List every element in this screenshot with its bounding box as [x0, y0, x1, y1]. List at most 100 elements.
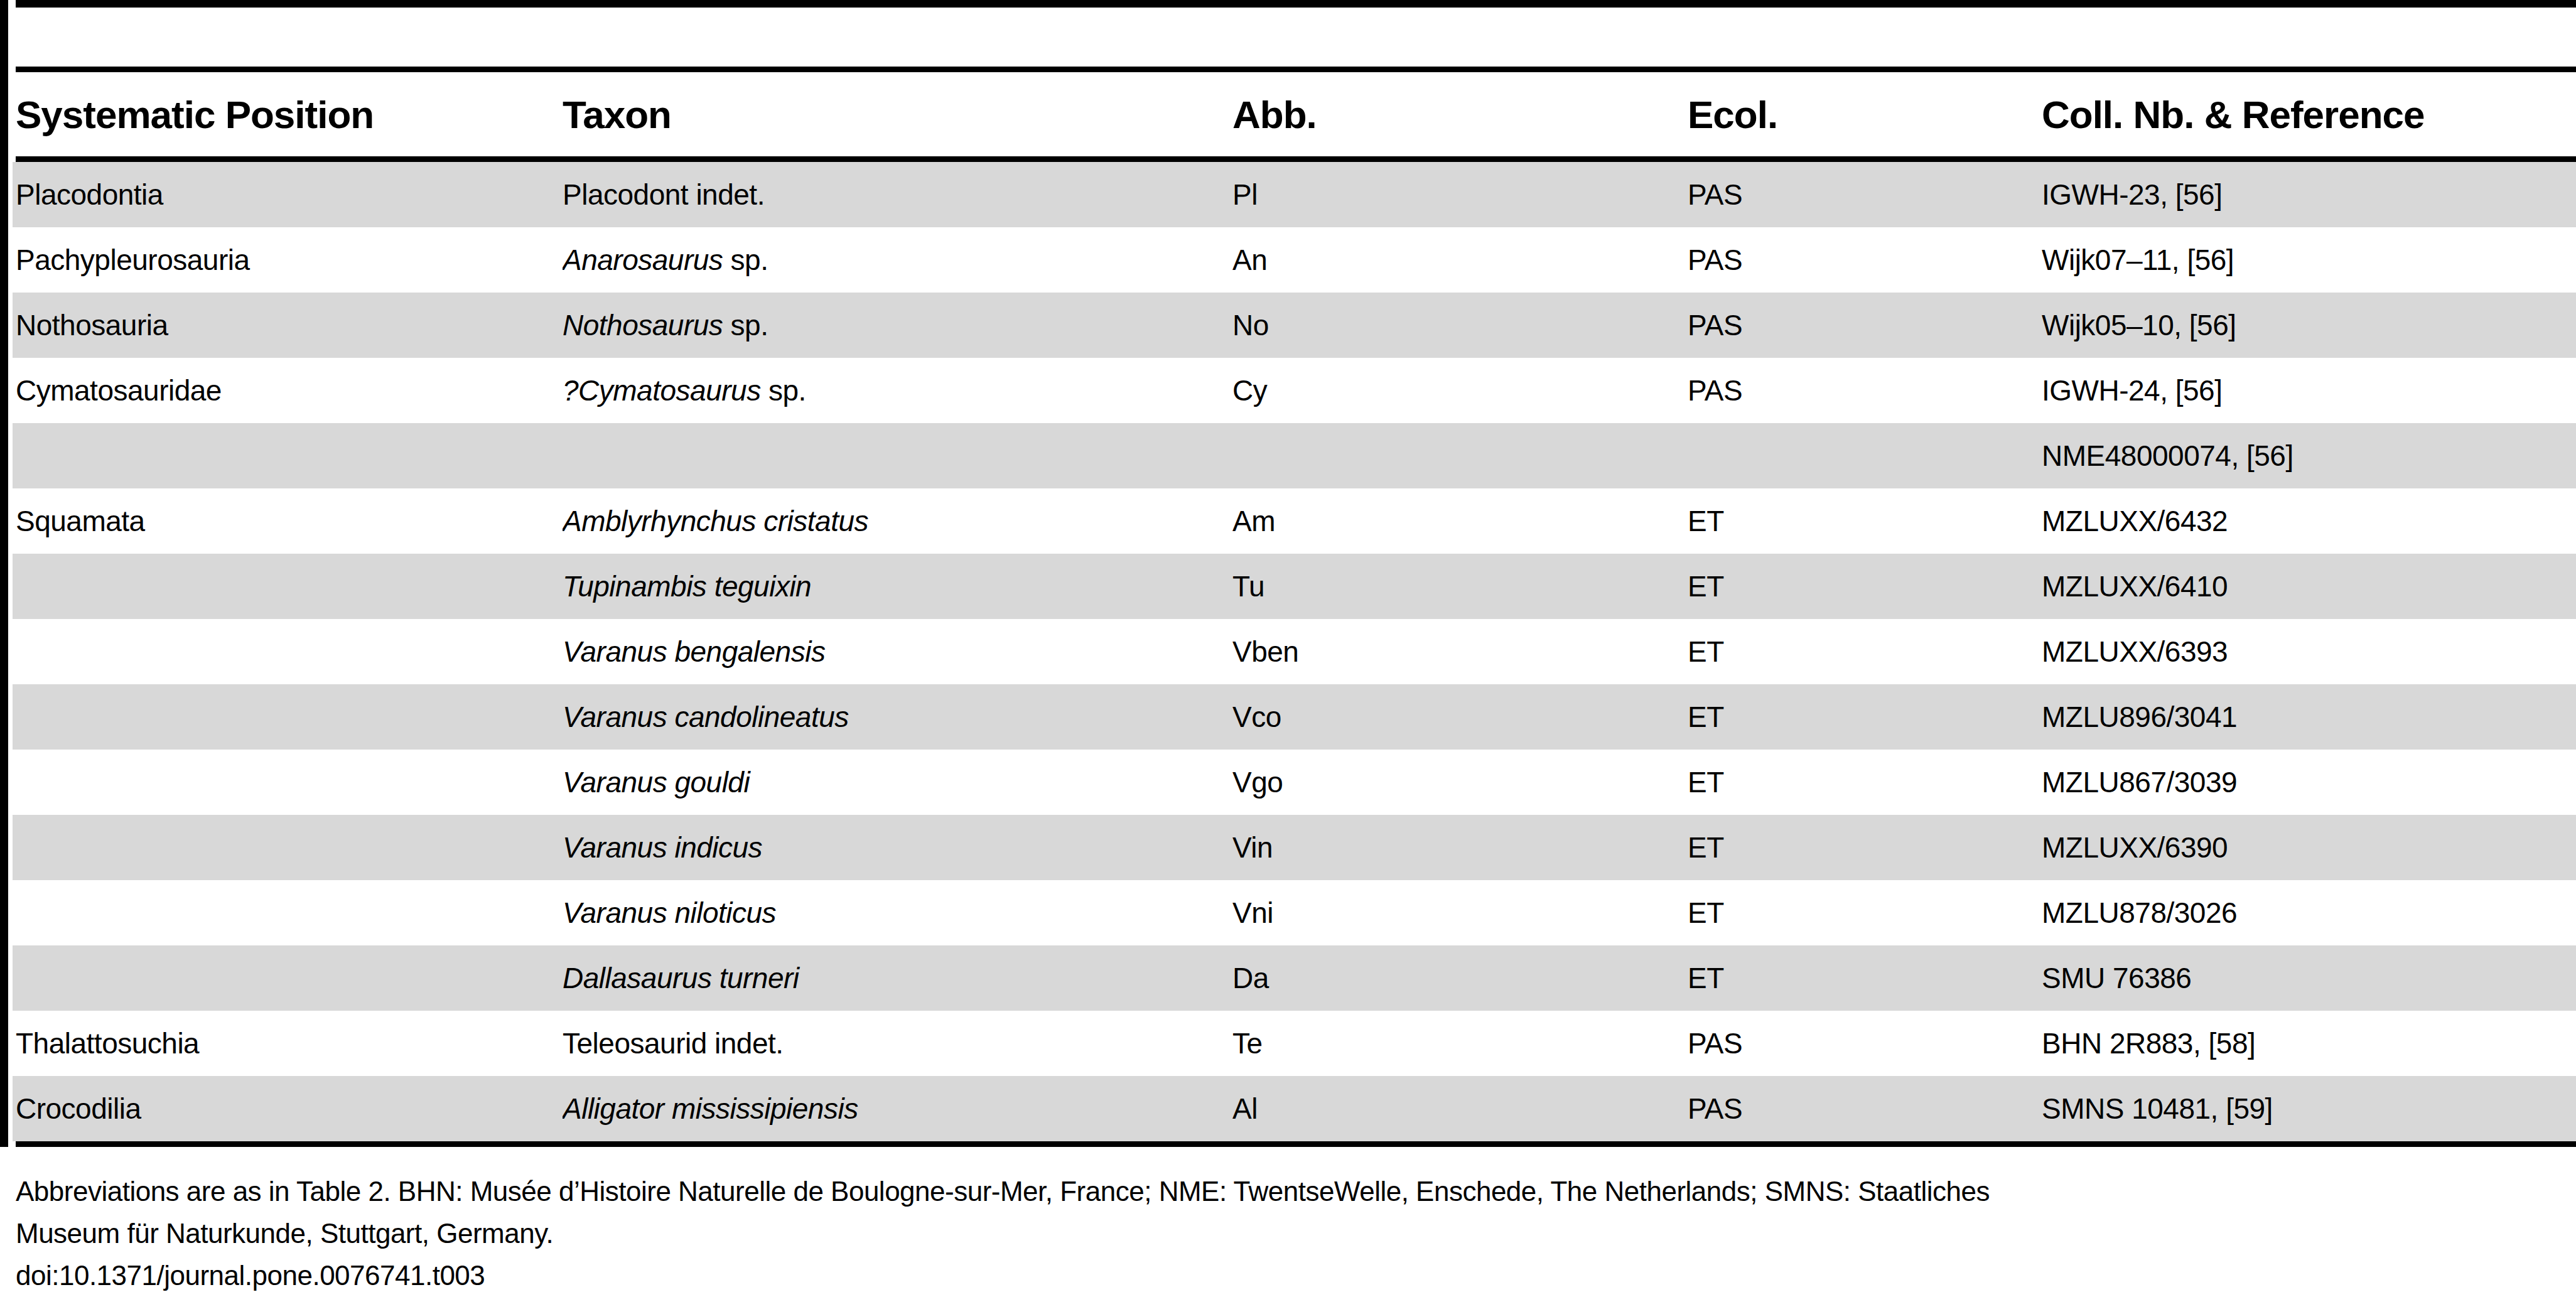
cell-taxon: Placodont indet.	[563, 178, 1232, 212]
taxon-italic: Dallasaurus turneri	[563, 962, 799, 994]
table-row: Varanus indicus Vin ET MZLUXX/6390	[13, 815, 2576, 880]
cell-taxon: Nothosaurus sp.	[563, 308, 1232, 342]
cell-abb: Vin	[1232, 831, 1688, 864]
footnote-line-1: Abbreviations are as in Table 2. BHN: Mu…	[16, 1170, 2557, 1212]
cell-reference: IGWH-23, [56]	[2042, 178, 2576, 212]
table-row: Squamata Amblyrhynchus cristatus Am ET M…	[13, 488, 2576, 554]
column-header-systematic-position: Systematic Position	[13, 92, 563, 137]
taxon-italic: Anarosaurus	[563, 244, 723, 276]
specimen-table: Systematic Position Taxon Abb. Ecol. Col…	[13, 0, 2576, 1302]
cell-abb: Da	[1232, 961, 1688, 995]
cell-reference: SMU 76386	[2042, 961, 2576, 995]
cell-reference: BHN 2R883, [58]	[2042, 1026, 2576, 1060]
taxon-italic: Tupinambis teguixin	[563, 570, 811, 603]
cell-ecol: ET	[1688, 635, 2042, 669]
table-row: Nothosauria Nothosaurus sp. No PAS Wijk0…	[13, 293, 2576, 358]
cell-ecol: PAS	[1688, 374, 2042, 407]
cell-abb: Te	[1232, 1026, 1688, 1060]
taxon-italic: Varanus gouldi	[563, 766, 750, 799]
cell-taxon: Varanus bengalensis	[563, 635, 1232, 669]
taxon-italic: ?Cymatosaurus	[563, 374, 761, 407]
column-header-abb: Abb.	[1232, 92, 1688, 137]
cell-reference: MZLUXX/6432	[2042, 504, 2576, 538]
doi-line: doi:10.1371/journal.pone.0076741.t003	[16, 1254, 2557, 1296]
taxon-italic: Varanus niloticus	[563, 896, 776, 929]
cell-ecol: ET	[1688, 700, 2042, 734]
cell-systematic-position: Nothosauria	[13, 308, 563, 342]
table-row: Placodontia Placodont indet. Pl PAS IGWH…	[13, 162, 2576, 227]
cell-taxon: Amblyrhynchus cristatus	[563, 504, 1232, 538]
table-row: Pachypleurosauria Anarosaurus sp. An PAS…	[13, 227, 2576, 293]
taxon-italic: Varanus bengalensis	[563, 635, 825, 668]
cell-abb: Vni	[1232, 896, 1688, 930]
cell-ecol: PAS	[1688, 1026, 2042, 1060]
column-header-taxon: Taxon	[563, 92, 1232, 137]
cell-taxon: Varanus gouldi	[563, 765, 1232, 799]
cell-abb: Vgo	[1232, 765, 1688, 799]
cell-abb: Am	[1232, 504, 1688, 538]
cell-taxon: Varanus niloticus	[563, 896, 1232, 930]
cell-taxon: Varanus candolineatus	[563, 700, 1232, 734]
cell-systematic-position: Pachypleurosauria	[13, 243, 563, 277]
cell-reference: MZLU878/3026	[2042, 896, 2576, 930]
cell-ecol: PAS	[1688, 1092, 2042, 1126]
cell-reference: MZLUXX/6410	[2042, 569, 2576, 603]
taxon-regular: Teleosaurid indet.	[563, 1027, 784, 1060]
cell-taxon: Anarosaurus sp.	[563, 243, 1232, 277]
table-row: Varanus niloticus Vni ET MZLU878/3026	[13, 880, 2576, 945]
table-body: Placodontia Placodont indet. Pl PAS IGWH…	[13, 162, 2576, 1141]
table-header-row: Systematic Position Taxon Abb. Ecol. Col…	[13, 72, 2576, 156]
table-footnote: Abbreviations are as in Table 2. BHN: Mu…	[16, 1170, 2557, 1296]
cell-reference: MZLU867/3039	[2042, 765, 2576, 799]
taxon-italic: Amblyrhynchus cristatus	[563, 505, 868, 537]
table-bottom-rule	[16, 1141, 2576, 1147]
cell-ecol: ET	[1688, 569, 2042, 603]
header-top-rule	[16, 67, 2576, 72]
table-left-edge-rule	[0, 0, 8, 1147]
cell-reference: MZLU896/3041	[2042, 700, 2576, 734]
cell-reference: MZLUXX/6390	[2042, 831, 2576, 864]
table-row: Varanus candolineatus Vco ET MZLU896/304…	[13, 684, 2576, 750]
footnote-line-2: Museum für Naturkunde, Stuttgart, German…	[16, 1212, 2557, 1254]
table-row: Dallasaurus turneri Da ET SMU 76386	[13, 945, 2576, 1011]
cell-abb: Al	[1232, 1092, 1688, 1126]
cell-ecol: PAS	[1688, 178, 2042, 212]
table-top-rule	[16, 0, 2576, 8]
cell-reference: IGWH-24, [56]	[2042, 374, 2576, 407]
cell-abb: Pl	[1232, 178, 1688, 212]
taxon-italic: Varanus candolineatus	[563, 701, 849, 733]
cell-abb: Tu	[1232, 569, 1688, 603]
cell-taxon: Teleosaurid indet.	[563, 1026, 1232, 1060]
taxon-italic: Alligator mississipiensis	[563, 1092, 858, 1125]
cell-ecol: PAS	[1688, 308, 2042, 342]
cell-abb: An	[1232, 243, 1688, 277]
taxon-italic: Nothosaurus	[563, 309, 723, 342]
column-header-coll-nb-reference: Coll. Nb. & Reference	[2042, 92, 2576, 137]
cell-ecol: ET	[1688, 896, 2042, 930]
cell-ecol: ET	[1688, 765, 2042, 799]
cell-taxon: ?Cymatosaurus sp.	[563, 374, 1232, 407]
cell-abb: No	[1232, 308, 1688, 342]
table-row: NME48000074, [56]	[13, 423, 2576, 488]
cell-abb: Vben	[1232, 635, 1688, 669]
cell-abb: Cy	[1232, 374, 1688, 407]
table-row: Varanus bengalensis Vben ET MZLUXX/6393	[13, 619, 2576, 684]
cell-systematic-position: Placodontia	[13, 178, 563, 212]
cell-systematic-position: Thalattosuchia	[13, 1026, 563, 1060]
table-row: Varanus gouldi Vgo ET MZLU867/3039	[13, 750, 2576, 815]
taxon-regular: Placodont indet.	[563, 178, 765, 211]
cell-ecol: ET	[1688, 831, 2042, 864]
taxon-regular: sp.	[723, 244, 768, 276]
cell-abb: Vco	[1232, 700, 1688, 734]
journal-table-page: Systematic Position Taxon Abb. Ecol. Col…	[0, 0, 2576, 1302]
table-row: Crocodilia Alligator mississipiensis Al …	[13, 1076, 2576, 1141]
cell-taxon: Alligator mississipiensis	[563, 1092, 1232, 1126]
table-row: Thalattosuchia Teleosaurid indet. Te PAS…	[13, 1011, 2576, 1076]
cell-ecol: PAS	[1688, 243, 2042, 277]
cell-reference: Wijk05–10, [56]	[2042, 308, 2576, 342]
table-row: Cymatosauridae ?Cymatosaurus sp. Cy PAS …	[13, 358, 2576, 423]
cell-reference: SMNS 10481, [59]	[2042, 1092, 2576, 1126]
cell-systematic-position: Cymatosauridae	[13, 374, 563, 407]
cell-ecol: ET	[1688, 504, 2042, 538]
cell-systematic-position: Squamata	[13, 504, 563, 538]
